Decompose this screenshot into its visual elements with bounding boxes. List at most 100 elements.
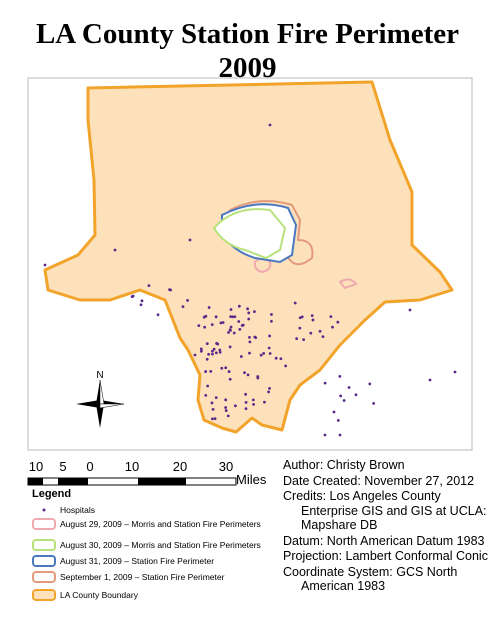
info-line: Credits: Los Angeles County Enterprise G… xyxy=(283,489,487,532)
hospital-dot xyxy=(244,392,248,396)
hospital-dot xyxy=(218,350,222,354)
hospital-dot xyxy=(211,408,215,411)
hospital-dot xyxy=(253,335,257,339)
hospital-dot xyxy=(205,357,209,361)
hospital-dot xyxy=(241,323,245,327)
hospital-dot xyxy=(231,315,235,319)
legend-symbol xyxy=(32,589,56,601)
hospital-dot xyxy=(193,353,197,357)
hospital-dot xyxy=(207,306,211,309)
hospital-dot xyxy=(209,369,213,373)
hospital-dot xyxy=(213,417,217,421)
hospital-dot xyxy=(331,325,334,329)
hospital-dot xyxy=(139,303,143,307)
hospital-dot xyxy=(199,349,203,353)
hospital-dot xyxy=(336,418,340,422)
hospital-dot xyxy=(205,342,209,346)
hospital-dot xyxy=(302,338,306,341)
hospital-dot xyxy=(263,400,266,404)
hospital-dot xyxy=(212,347,216,351)
hospital-dot xyxy=(234,404,237,408)
hospital-dot xyxy=(309,331,313,335)
scale-label: 0 xyxy=(86,459,93,474)
hospital-dot xyxy=(211,352,214,356)
hospital-dot xyxy=(338,433,342,437)
hospital-dot xyxy=(279,357,283,361)
hospital-dot xyxy=(156,313,160,317)
hospital-dot xyxy=(247,311,251,315)
hospital-dot xyxy=(246,373,250,377)
hospital-dot xyxy=(228,377,232,381)
hospital-dot xyxy=(210,401,214,405)
hospital-dot xyxy=(252,402,255,406)
hospital-dot xyxy=(229,325,233,329)
hospital-dot xyxy=(354,393,358,397)
county-boundary xyxy=(43,80,454,434)
hospital-dot xyxy=(227,370,231,373)
hospital-dot xyxy=(244,400,248,404)
hospital-dot xyxy=(237,304,241,308)
hospital-dot xyxy=(204,370,208,373)
legend-title: Legend xyxy=(32,488,71,500)
hospital-dot xyxy=(268,334,272,338)
hospital-dot xyxy=(256,376,260,380)
hospital-dot xyxy=(329,315,333,319)
hospital-dot xyxy=(219,321,223,325)
hospital-dot xyxy=(169,288,173,292)
hospital-dot xyxy=(259,353,263,357)
legend-box xyxy=(27,485,281,615)
info-line: Author: Christy Brown xyxy=(283,458,405,472)
hospital-dot xyxy=(248,335,251,339)
hospital-dot xyxy=(224,398,228,402)
hospital-dot xyxy=(233,315,237,319)
title: LA County Station Fire Perimeter xyxy=(35,18,460,50)
north-label: N xyxy=(96,370,103,381)
hospital-dot xyxy=(227,331,230,334)
hospital-dot xyxy=(248,351,251,355)
hospital-dot xyxy=(214,396,218,399)
hospital-dot xyxy=(228,328,232,332)
legend-label: Hospitals xyxy=(60,505,95,515)
hospital-dot xyxy=(310,314,314,318)
hospital-dot xyxy=(199,347,203,351)
hospital-dot xyxy=(268,352,272,355)
hospital-dot xyxy=(224,406,228,409)
hospital-dot xyxy=(332,410,336,414)
hospital-dot xyxy=(210,323,214,327)
hospital-dot xyxy=(453,370,457,374)
hospital-dot xyxy=(214,351,218,355)
hospital-dot xyxy=(408,308,412,312)
hospital-dot xyxy=(232,331,236,335)
legend-symbol xyxy=(32,539,56,551)
hospital-dot xyxy=(262,352,266,355)
hospital-dot xyxy=(293,301,297,305)
hospital-dot xyxy=(181,305,185,309)
hospital-dot xyxy=(238,327,242,331)
hospital-dot xyxy=(224,366,228,370)
scale-label: 30 xyxy=(219,459,233,474)
legend-symbol xyxy=(32,555,56,567)
hospital-dot xyxy=(251,398,255,402)
hospital-dot xyxy=(224,409,228,412)
scale-label: 20 xyxy=(173,459,187,474)
hospital-dot xyxy=(321,335,325,338)
hospital-dot xyxy=(188,238,192,242)
hospital-dot xyxy=(347,386,351,389)
legend-symbol xyxy=(32,571,56,583)
hospital-dot xyxy=(239,355,243,358)
hospital-dot xyxy=(318,329,322,333)
hospital-dot xyxy=(147,284,151,288)
hospital-dot xyxy=(247,317,251,321)
hospital-dot xyxy=(248,340,252,344)
hospital-dot xyxy=(298,316,302,320)
hospital-dot xyxy=(267,390,271,394)
hospital-dot xyxy=(43,263,47,267)
hospital-dot xyxy=(270,313,273,316)
legend-symbol xyxy=(32,518,56,530)
hospital-dot xyxy=(323,433,327,437)
hospital-dot xyxy=(229,315,233,319)
hospital-dot xyxy=(218,348,222,352)
hospital-dot xyxy=(113,248,117,252)
